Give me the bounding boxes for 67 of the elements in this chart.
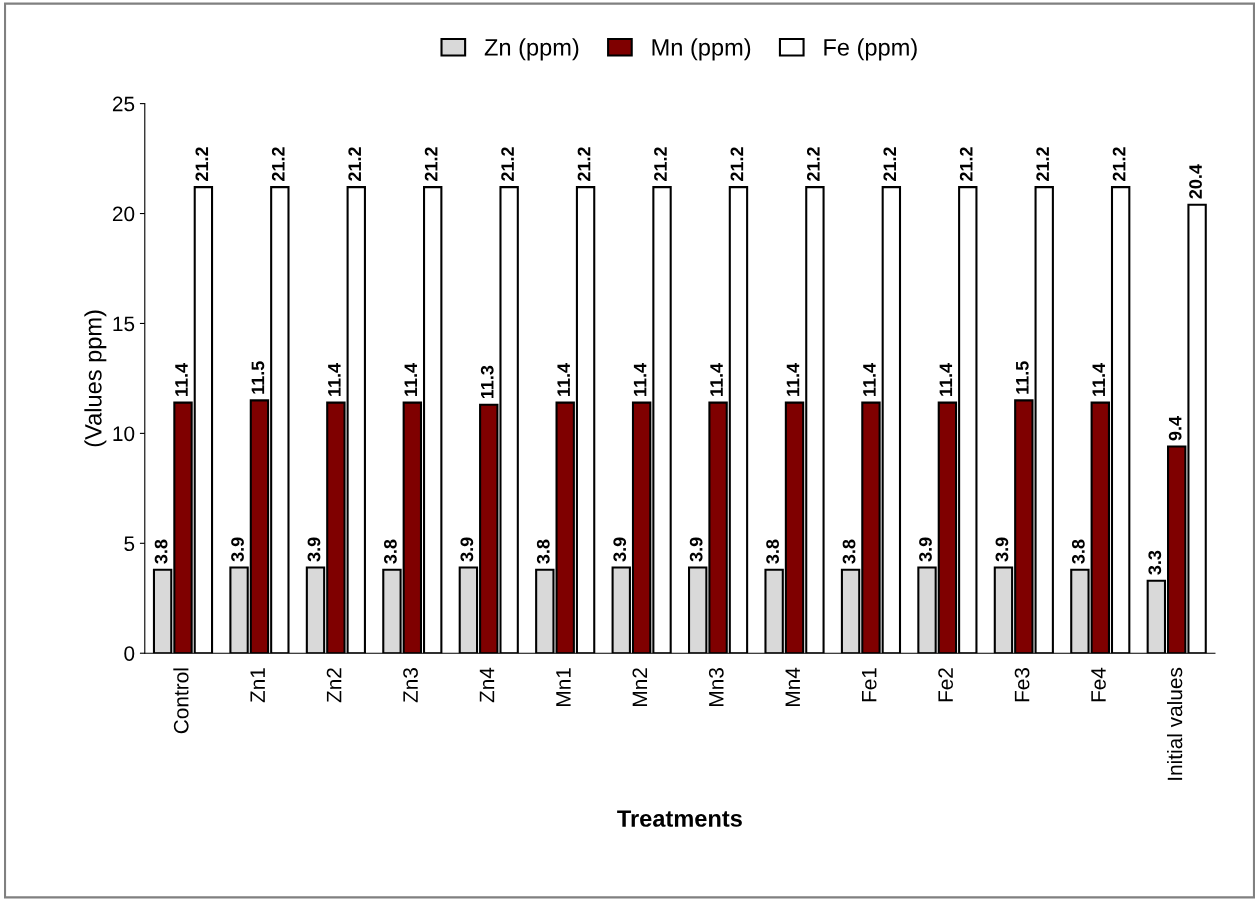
data-label: 9.4 bbox=[1168, 416, 1182, 441]
data-label: 3.8 bbox=[384, 539, 397, 564]
data-label: 11.4 bbox=[863, 363, 876, 396]
data-label: 11.4 bbox=[939, 363, 953, 396]
data-label: 21.2 bbox=[271, 147, 285, 181]
x-tick-label: Control bbox=[173, 668, 189, 734]
data-label: 21.2 bbox=[1036, 147, 1049, 181]
x-tick-label: Fe3 bbox=[1014, 668, 1030, 702]
data-label: 3.8 bbox=[842, 539, 856, 564]
data-label: 21.2 bbox=[883, 147, 897, 181]
legend-label: Zn (ppm) bbox=[484, 38, 579, 61]
data-label: 21.2 bbox=[654, 147, 667, 181]
data-label: 3.9 bbox=[460, 537, 474, 562]
x-tick-label: Fe1 bbox=[862, 668, 877, 702]
data-label: 21.2 bbox=[577, 147, 591, 181]
data-label: 3.9 bbox=[613, 537, 627, 562]
data-label: 21.2 bbox=[195, 147, 209, 181]
data-label: 3.8 bbox=[154, 539, 168, 564]
y-tick-label: 25 bbox=[112, 96, 135, 112]
data-label: 21.2 bbox=[1112, 147, 1126, 181]
x-tick-label: Zn4 bbox=[479, 667, 495, 703]
data-label: 3.8 bbox=[536, 539, 550, 564]
data-label: 21.2 bbox=[959, 147, 973, 181]
data-label: 21.2 bbox=[730, 147, 744, 181]
x-tick-label: Zn1 bbox=[250, 668, 265, 703]
x-tick-label: Fe2 bbox=[938, 668, 953, 702]
data-label: 21.2 bbox=[348, 147, 361, 181]
data-label: 21.2 bbox=[424, 147, 438, 181]
data-label: 21.2 bbox=[501, 147, 514, 181]
x-tick-label: Initial values bbox=[1167, 667, 1183, 780]
y-tick-label: 20 bbox=[112, 206, 135, 222]
x-tick-label: Mn4 bbox=[785, 667, 800, 706]
y-tick-label: 5 bbox=[124, 536, 135, 552]
y-tick-label: 0 bbox=[124, 646, 135, 661]
data-label: 11.4 bbox=[175, 363, 188, 396]
x-tick-label: Mn3 bbox=[708, 668, 724, 706]
data-label: 11.4 bbox=[328, 363, 341, 396]
data-label: 11.3 bbox=[480, 365, 494, 399]
y-tick-label: 15 bbox=[113, 316, 135, 332]
x-tick-label: Mn1 bbox=[556, 668, 571, 706]
x-tick-label: Zn2 bbox=[326, 668, 342, 703]
y-axis-title: (Values ppm) bbox=[84, 310, 107, 447]
data-label: 11.4 bbox=[1092, 363, 1105, 396]
x-axis-title: Treatments bbox=[617, 810, 742, 827]
data-label: 21.2 bbox=[806, 147, 820, 181]
data-label: 20.4 bbox=[1189, 164, 1202, 199]
data-label: 3.3 bbox=[1148, 550, 1162, 575]
data-label: 3.9 bbox=[307, 537, 321, 562]
legend-label: Mn (ppm) bbox=[652, 38, 751, 61]
x-tick-label: Mn2 bbox=[632, 668, 648, 706]
y-tick-label: 10 bbox=[113, 426, 135, 442]
data-label: 11.5 bbox=[1016, 361, 1029, 394]
x-tick-label: Fe4 bbox=[1091, 667, 1106, 702]
data-label: 11.4 bbox=[404, 363, 417, 396]
legend-label: Fe (ppm) bbox=[824, 38, 917, 61]
data-label: 11.4 bbox=[710, 363, 723, 396]
data-label: 3.9 bbox=[919, 537, 932, 562]
data-label: 3.9 bbox=[689, 537, 703, 562]
data-label: 11.4 bbox=[633, 363, 647, 396]
data-label: 3.9 bbox=[995, 537, 1009, 562]
data-label: 11.5 bbox=[251, 361, 265, 394]
data-label: 11.4 bbox=[557, 363, 570, 396]
data-label: 3.9 bbox=[231, 537, 244, 562]
x-tick-label: Zn3 bbox=[403, 668, 418, 703]
data-label: 11.4 bbox=[786, 363, 800, 396]
data-label: 3.8 bbox=[1071, 539, 1085, 564]
data-label: 3.8 bbox=[766, 539, 780, 564]
